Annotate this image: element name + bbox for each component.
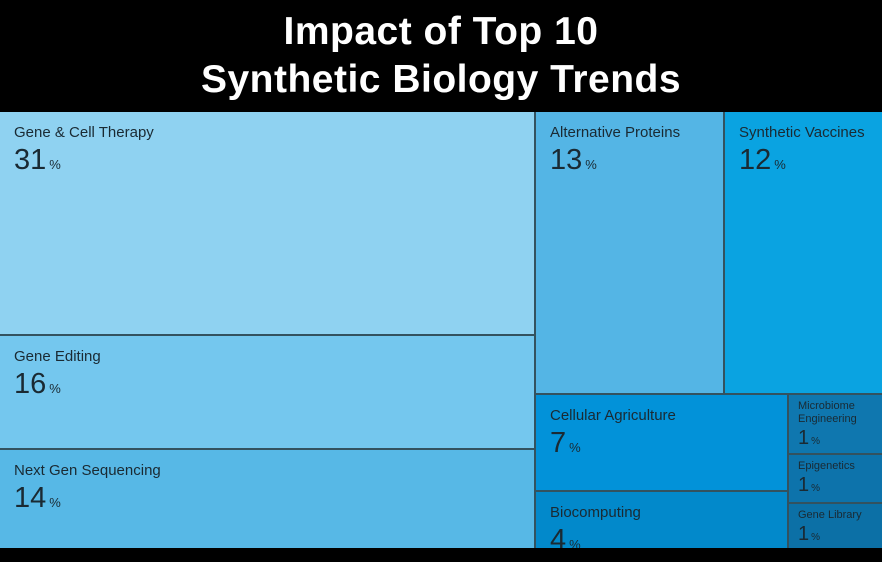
tile-microbiome-engineering: Microbiome Engineering 1% [789, 395, 882, 453]
tile-alternative-proteins: Alternative Proteins 13% [536, 112, 723, 393]
tile-value: 4% [550, 524, 581, 549]
tile-label: Alternative Proteins [550, 124, 681, 141]
tile-gene-library: Gene Library 1% [789, 504, 882, 548]
tile-label: Gene Editing [14, 348, 101, 365]
tile-value: 12% [739, 144, 786, 176]
tile-value: 1% [798, 523, 821, 545]
tile-label: Gene Library [798, 509, 862, 521]
tile-value: 7% [550, 427, 581, 459]
bottom-border-band [0, 548, 882, 562]
tile-label: Gene & Cell Therapy [14, 124, 154, 141]
tile-value: 13% [550, 144, 597, 176]
tile-label: Synthetic Vaccines [739, 124, 865, 141]
tile-gene-editing: Gene Editing 16% [0, 336, 534, 448]
tile-value: 14% [14, 482, 61, 514]
tile-next-gen-sequencing: Next Gen Sequencing 14% [0, 450, 534, 548]
chart-title-line-1: Impact of Top 10 [283, 10, 599, 53]
chart-title-line-2: Synthetic Biology Trends [200, 58, 682, 101]
tile-biocomputing: Biocomputing 4% [536, 492, 787, 548]
tile-value: 1% [798, 427, 821, 449]
tile-value: 1% [798, 474, 821, 496]
treemap-chart: Gene & Cell Therapy 31% Gene Editing 16%… [0, 112, 882, 548]
tile-label: Microbiome Engineering [798, 400, 857, 425]
tile-value: 16% [14, 368, 61, 400]
tile-value: 31% [14, 144, 61, 176]
tile-label: Next Gen Sequencing [14, 462, 161, 479]
tile-label: Cellular Agriculture [550, 407, 676, 424]
tile-synthetic-vaccines: Synthetic Vaccines 12% [725, 112, 882, 393]
tile-label: Biocomputing [550, 504, 641, 521]
tile-epigenetics: Epigenetics 1% [789, 455, 882, 502]
tile-gene-cell-therapy: Gene & Cell Therapy 31% [0, 112, 534, 334]
tile-cellular-agriculture: Cellular Agriculture 7% [536, 395, 787, 490]
tile-label: Epigenetics [798, 460, 855, 472]
chart-title: Impact of Top 10 Synthetic Biology Trend… [0, 0, 882, 112]
